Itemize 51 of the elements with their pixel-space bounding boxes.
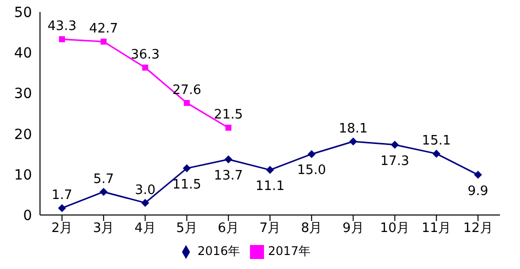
data-label: 1.7 (52, 188, 72, 204)
point (224, 155, 232, 164)
data-label: 43.3 (48, 19, 76, 34)
y-tick-label: 40 (14, 46, 32, 62)
data-label: 15.1 (422, 134, 451, 149)
point (474, 170, 482, 179)
x-tick-label: 10月 (380, 221, 410, 236)
x-tick-label: 11月 (422, 221, 452, 236)
data-label: 3.0 (134, 182, 156, 198)
data-label: 11.5 (172, 177, 202, 192)
data-label: 17.3 (380, 154, 410, 169)
data-label: 18.1 (338, 122, 368, 137)
data-label: 27.6 (172, 82, 202, 98)
x-tick-label: 7月 (259, 221, 281, 236)
point (58, 204, 66, 212)
x-tick-label: 9月 (342, 221, 364, 236)
point (182, 164, 191, 172)
data-label: 36.3 (130, 48, 160, 63)
point (308, 150, 316, 158)
point (142, 64, 148, 71)
x-tick-label: 4月 (134, 221, 156, 236)
data-label: 9.9 (468, 184, 488, 199)
point (432, 150, 440, 158)
data-label: 13.7 (214, 168, 243, 184)
y-tick-label: 20 (14, 126, 32, 143)
legend-label: 2016年 (197, 244, 240, 258)
data-label: 5.7 (93, 172, 114, 187)
y-tick-label: 50 (14, 4, 32, 21)
data-label: 42.7 (89, 22, 118, 37)
point (225, 124, 232, 131)
y-tick-label: 0 (23, 208, 32, 224)
x-tick-label: 8月 (300, 221, 322, 236)
data-label: 11.1 (256, 178, 284, 194)
point (184, 100, 190, 106)
x-tick-label: 5月 (176, 221, 198, 236)
legend-label: 2017年 (268, 244, 311, 258)
y-tick-label: 30 (14, 86, 32, 102)
point (100, 38, 107, 45)
point (349, 138, 358, 146)
x-tick-label: 6月 (218, 221, 240, 236)
x-tick-label: 2月 (51, 221, 73, 236)
data-label: 21.5 (214, 108, 243, 123)
x-tick-label: 12月 (463, 221, 493, 236)
y-tick-label: 10 (14, 167, 32, 184)
point (390, 140, 399, 149)
point (100, 188, 108, 196)
point (59, 36, 65, 42)
point (266, 166, 274, 174)
x-tick-label: 3月 (92, 221, 114, 236)
data-label: 15.0 (297, 163, 326, 178)
point (141, 198, 150, 207)
